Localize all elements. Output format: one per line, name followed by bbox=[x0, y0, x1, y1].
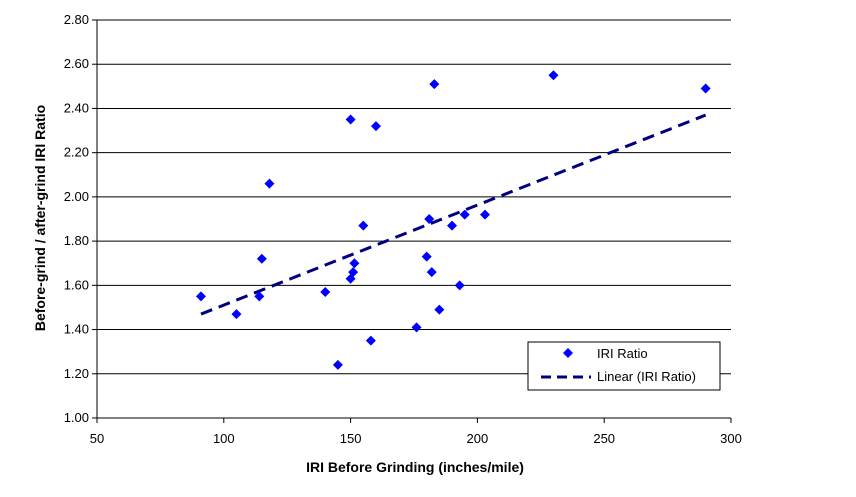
points-layer bbox=[195, 70, 711, 370]
y-tick-label: 1.80 bbox=[64, 233, 89, 248]
data-point bbox=[231, 309, 242, 320]
y-tick-label: 2.40 bbox=[64, 100, 89, 115]
trendline bbox=[200, 113, 707, 316]
legend: IRI Ratio Linear (IRI Ratio) bbox=[527, 341, 721, 391]
data-point bbox=[459, 209, 470, 220]
x-tick-labels: 50 100 150 200 250 300 bbox=[90, 431, 742, 446]
gridlines bbox=[97, 19, 731, 419]
legend-box bbox=[527, 341, 721, 391]
data-point bbox=[700, 83, 711, 94]
data-point bbox=[365, 335, 376, 346]
x-tick-label: 250 bbox=[593, 431, 615, 446]
y-tick-label: 2.00 bbox=[64, 189, 89, 204]
trendline-layer bbox=[200, 113, 707, 316]
data-point bbox=[256, 253, 267, 264]
y-tick-label: 1.20 bbox=[64, 366, 89, 381]
x-tick-label: 150 bbox=[340, 431, 362, 446]
data-point bbox=[424, 214, 435, 224]
data-point bbox=[429, 79, 440, 90]
data-point bbox=[349, 258, 360, 269]
y-tick-label: 2.80 bbox=[64, 12, 89, 27]
x-tick-label: 100 bbox=[213, 431, 235, 446]
data-point bbox=[447, 220, 458, 231]
y-tick-label: 2.60 bbox=[64, 56, 89, 71]
data-point bbox=[345, 114, 356, 125]
data-point bbox=[454, 280, 465, 291]
x-tick-label: 50 bbox=[90, 431, 104, 446]
x-tick-label: 200 bbox=[467, 431, 489, 446]
legend-marker-diamond bbox=[563, 348, 573, 358]
x-tick-label: 300 bbox=[720, 431, 742, 446]
data-point bbox=[480, 209, 491, 220]
data-point bbox=[421, 251, 432, 262]
y-tick-label: 1.60 bbox=[64, 277, 89, 292]
data-point bbox=[370, 121, 381, 132]
y-tick-labels: 1.00 1.20 1.40 1.60 1.80 2.00 2.20 2.40 2.60 2.80 bbox=[64, 12, 89, 425]
data-point bbox=[358, 220, 369, 231]
x-axis-title: IRI Before Grinding (inches/mile) bbox=[306, 459, 524, 475]
data-point bbox=[411, 322, 422, 333]
axes bbox=[92, 19, 732, 423]
data-point bbox=[264, 178, 275, 189]
data-point bbox=[332, 359, 343, 370]
data-point bbox=[348, 267, 359, 278]
y-tick-label: 1.40 bbox=[64, 322, 89, 337]
legend-label-trend: Linear (IRI Ratio) bbox=[597, 369, 696, 384]
y-tick-label: 1.00 bbox=[64, 410, 89, 425]
y-axis-title: Before-grind / after-grind IRI Ratio bbox=[32, 105, 48, 331]
data-point bbox=[434, 304, 445, 315]
data-point bbox=[548, 70, 559, 81]
data-point bbox=[320, 286, 331, 297]
y-tick-label: 2.20 bbox=[64, 145, 89, 160]
data-point bbox=[195, 291, 206, 302]
data-point bbox=[254, 291, 265, 302]
legend-label-series: IRI Ratio bbox=[597, 346, 648, 361]
data-point bbox=[426, 267, 437, 278]
